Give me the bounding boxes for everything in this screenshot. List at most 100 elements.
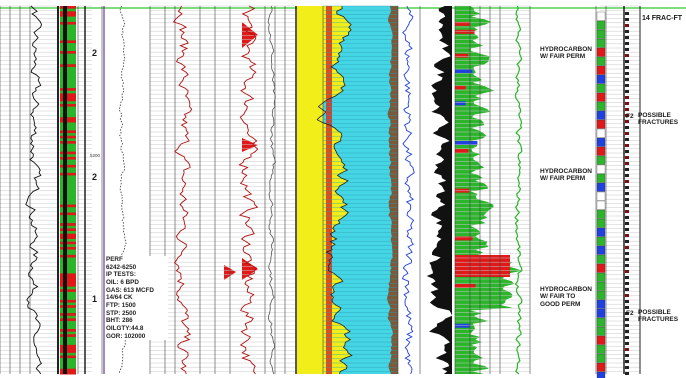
flag-cell bbox=[596, 137, 606, 147]
lithology-band bbox=[60, 48, 76, 52]
flag-cell bbox=[596, 182, 606, 192]
lithology-band bbox=[60, 313, 76, 317]
lithology-band bbox=[60, 238, 76, 243]
lithology-band bbox=[60, 8, 76, 12]
flag-cell bbox=[625, 126, 629, 129]
lithology-band bbox=[60, 56, 76, 60]
lithology-band bbox=[60, 93, 76, 97]
lithology-band bbox=[60, 331, 76, 335]
perf-line: OILGTY:44.8 bbox=[106, 325, 144, 333]
lithology-band bbox=[60, 355, 76, 359]
flag-cell bbox=[625, 306, 629, 309]
flag-cell bbox=[625, 180, 629, 183]
lithology-band bbox=[60, 19, 76, 23]
zone-marker-upper: 2 bbox=[92, 48, 98, 58]
flag-cell bbox=[625, 240, 629, 243]
flag-cell bbox=[625, 348, 629, 351]
flag-cell bbox=[625, 24, 629, 27]
lithology-band bbox=[60, 368, 76, 372]
lithology-band bbox=[60, 302, 76, 306]
lithology-band bbox=[60, 268, 76, 272]
lithology-band bbox=[60, 188, 76, 192]
flag-cell bbox=[596, 38, 606, 48]
flag-cell bbox=[625, 210, 629, 213]
saturation-band bbox=[455, 148, 469, 153]
lithology-band bbox=[60, 360, 76, 364]
fracture-label: POSSIBLE FRACTURES bbox=[638, 309, 679, 324]
perf-line: 14/64 CK bbox=[106, 294, 133, 302]
gamma-curve bbox=[25, 5, 42, 375]
zone-marker-lower: 1 bbox=[92, 294, 98, 304]
flag-cell bbox=[596, 281, 606, 291]
fracture-code: F2 bbox=[626, 310, 634, 317]
lithology-band bbox=[60, 66, 76, 71]
flag-cell bbox=[596, 128, 606, 138]
lithology-band bbox=[60, 223, 76, 227]
flag-cell bbox=[596, 155, 606, 165]
flag-cell bbox=[625, 192, 629, 195]
flag-cell bbox=[596, 83, 606, 93]
interpretation-label: HYDROCARBON W/ FAIR PERM bbox=[540, 168, 592, 183]
lithology-band bbox=[60, 207, 76, 211]
fracture-label: POSSIBLE FRACTURES bbox=[638, 112, 679, 127]
lithology-band bbox=[60, 69, 76, 73]
lithology-band bbox=[60, 125, 76, 129]
flag-cell bbox=[596, 299, 606, 309]
lithology-band bbox=[60, 321, 76, 325]
flag-cell bbox=[596, 263, 606, 273]
depth-marker: 5200 bbox=[90, 153, 101, 158]
saturation-band bbox=[455, 283, 476, 288]
lithology-band bbox=[60, 236, 76, 240]
lithology-band bbox=[60, 117, 76, 121]
lithology-band bbox=[60, 352, 76, 356]
lithology-band bbox=[60, 135, 76, 139]
lithology-band bbox=[60, 37, 76, 41]
flag-cell bbox=[625, 204, 629, 207]
porosity-fill bbox=[317, 6, 352, 374]
flag-cell bbox=[625, 138, 629, 141]
lithology-band bbox=[60, 16, 76, 20]
lithology-band bbox=[60, 254, 76, 259]
flag-cell bbox=[596, 344, 606, 354]
lithology-band bbox=[60, 156, 76, 161]
flag-cell bbox=[625, 342, 629, 345]
lithology-band bbox=[60, 326, 76, 330]
lithology-band bbox=[60, 101, 76, 105]
flag-cell bbox=[625, 108, 629, 111]
flag-cell bbox=[596, 146, 606, 156]
lithology-band bbox=[60, 297, 76, 301]
flag-cell bbox=[625, 174, 629, 177]
flag-cell bbox=[625, 312, 629, 315]
lithology-band bbox=[60, 29, 76, 33]
lithology-band bbox=[60, 289, 76, 293]
crossover-fill bbox=[242, 22, 258, 48]
lithology-band bbox=[60, 257, 76, 261]
lithology-band bbox=[60, 315, 76, 319]
flag-cell bbox=[625, 366, 629, 369]
lithology-band bbox=[60, 35, 76, 39]
flag-cell bbox=[625, 72, 629, 75]
flag-cell bbox=[625, 120, 629, 123]
lithology-band bbox=[60, 286, 76, 290]
matrix-fill bbox=[387, 6, 398, 374]
saturation-band bbox=[455, 53, 469, 58]
flag-cell bbox=[625, 30, 629, 33]
lithology-band bbox=[60, 347, 76, 351]
lithology-band bbox=[60, 199, 76, 203]
flag-cell bbox=[596, 308, 606, 318]
flag-cell bbox=[596, 92, 606, 102]
flag-cell bbox=[625, 318, 629, 321]
lithology-band bbox=[60, 281, 76, 285]
lithology-band bbox=[60, 228, 76, 232]
flag-cell bbox=[625, 360, 629, 363]
flag-cell bbox=[596, 56, 606, 66]
lithology-band bbox=[60, 260, 76, 264]
lithology-band bbox=[60, 146, 76, 150]
flag-cell bbox=[596, 11, 606, 21]
flag-cell bbox=[625, 258, 629, 261]
lithology-band bbox=[60, 215, 76, 219]
flag-cell bbox=[625, 294, 629, 297]
log-fills bbox=[60, 6, 523, 375]
lithology-band bbox=[60, 342, 76, 346]
lithology-band bbox=[60, 366, 76, 370]
